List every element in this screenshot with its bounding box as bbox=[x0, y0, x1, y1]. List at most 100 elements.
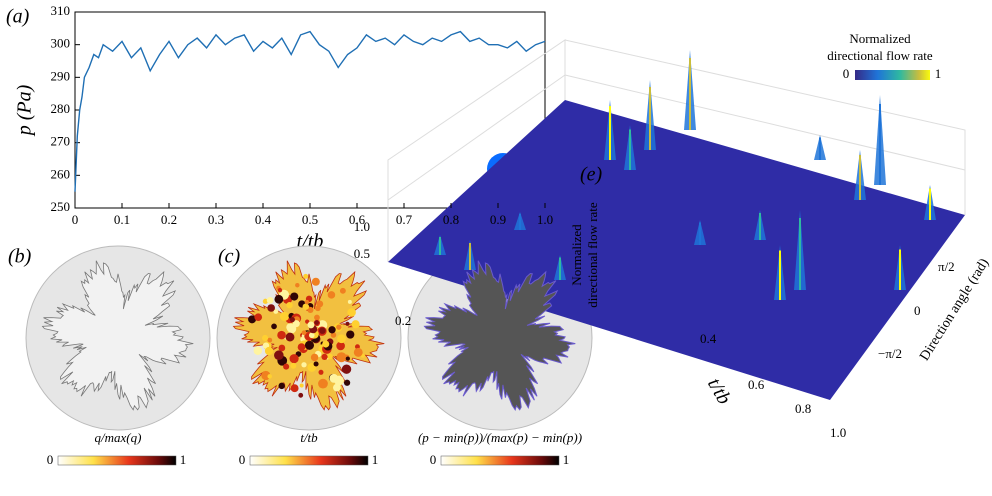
y-axis-label: p (Pa) bbox=[14, 84, 36, 137]
t-tick-label: 0.4 bbox=[700, 331, 717, 346]
cluster-speck bbox=[254, 313, 263, 321]
cluster-speck bbox=[336, 341, 345, 351]
y-tick-label: 250 bbox=[51, 199, 71, 214]
x-tick-label: 0.4 bbox=[255, 212, 272, 227]
cluster-speck bbox=[285, 332, 295, 342]
y-tick-label: 290 bbox=[51, 68, 71, 83]
cluster-speck bbox=[304, 340, 315, 350]
x-tick-label: 0.9 bbox=[490, 212, 506, 227]
colorbar-max: 1 bbox=[372, 452, 379, 467]
panel-label: (a) bbox=[6, 6, 30, 28]
cluster-speck bbox=[347, 299, 352, 304]
colorbar bbox=[249, 455, 369, 466]
cluster-speck bbox=[262, 298, 269, 304]
z-tick-label: 0.5 bbox=[354, 246, 370, 261]
cluster-speck bbox=[277, 287, 283, 293]
cluster-speck bbox=[289, 317, 295, 323]
cluster-speck bbox=[264, 346, 274, 356]
cluster-speck bbox=[316, 300, 324, 308]
x-tick-label: 0.8 bbox=[443, 212, 459, 227]
cluster-speck bbox=[279, 311, 290, 322]
colorbar-max: 1 bbox=[563, 452, 570, 467]
panel-label: (b) bbox=[8, 246, 32, 268]
x-tick-label: 0.5 bbox=[302, 212, 318, 227]
cluster-speck bbox=[336, 352, 347, 363]
cluster-speck bbox=[290, 292, 299, 301]
z-axis-label: Normalized bbox=[569, 224, 584, 286]
z-axis-label: directional flow rate bbox=[585, 202, 600, 308]
surface-box bbox=[387, 39, 966, 262]
x-tick-label: 0.1 bbox=[114, 212, 130, 227]
t-tick-label: 0.8 bbox=[795, 401, 811, 416]
t-axis-label: t/tb bbox=[703, 374, 735, 408]
x-tick-label: 0.2 bbox=[161, 212, 177, 227]
cluster-speck bbox=[262, 334, 269, 342]
cluster-speck bbox=[329, 373, 339, 383]
cluster-speck bbox=[336, 324, 342, 330]
cluster-speck bbox=[267, 337, 273, 343]
cluster-speck bbox=[322, 340, 330, 348]
surface bbox=[388, 100, 965, 400]
y-tick-label: 280 bbox=[51, 101, 71, 116]
plot-frame bbox=[74, 11, 546, 209]
colorbar-title: Normalized bbox=[849, 31, 911, 46]
cluster-speck bbox=[283, 363, 290, 370]
cluster-speck bbox=[248, 315, 257, 324]
cluster-speck bbox=[346, 330, 355, 339]
z-tick-label: 1.0 bbox=[354, 219, 370, 234]
colorbar-max: 1 bbox=[180, 452, 187, 467]
cluster-speck bbox=[311, 277, 320, 286]
cluster-speck bbox=[303, 273, 309, 279]
cluster-speck bbox=[310, 353, 319, 362]
cluster-speck bbox=[267, 374, 272, 379]
cluster-speck bbox=[307, 321, 315, 329]
cluster-speck bbox=[295, 282, 300, 288]
x-tick-label: 0.3 bbox=[208, 212, 224, 227]
cluster-speck bbox=[314, 320, 319, 325]
cluster-speck bbox=[337, 334, 346, 344]
cluster-speck bbox=[271, 323, 277, 330]
cluster-speck bbox=[274, 294, 284, 304]
cluster-speck bbox=[290, 384, 299, 393]
cluster-speck bbox=[278, 344, 286, 352]
colorbar-min: 0 bbox=[47, 452, 54, 467]
cluster-speck bbox=[341, 364, 352, 374]
cluster-speck bbox=[289, 354, 299, 364]
y-tick-label: 270 bbox=[51, 134, 71, 149]
t-tick-label: 0.6 bbox=[748, 377, 765, 392]
cluster-speck bbox=[301, 330, 307, 336]
colorbar-min: 0 bbox=[430, 452, 437, 467]
cluster-speck bbox=[327, 353, 333, 360]
cluster-speck bbox=[301, 362, 307, 368]
t-tick-label: 0.2 bbox=[395, 313, 411, 328]
t-tick-label: 1.0 bbox=[830, 425, 846, 440]
colorbar-min: 0 bbox=[239, 452, 246, 467]
x-tick-label: 0 bbox=[72, 212, 79, 227]
caption: t/tb bbox=[300, 430, 318, 445]
cluster-speck bbox=[299, 383, 304, 388]
cluster-speck bbox=[321, 353, 328, 361]
cluster-speck bbox=[267, 304, 275, 312]
cluster-speck bbox=[339, 287, 346, 294]
angle-tick-label: π/2 bbox=[938, 259, 955, 274]
colorbar-title: directional flow rate bbox=[827, 48, 933, 63]
cluster-speck bbox=[351, 320, 360, 329]
data-line bbox=[74, 30, 546, 192]
cluster-speck bbox=[313, 361, 319, 367]
cluster-speck bbox=[253, 346, 263, 355]
angle-tick-label: 0 bbox=[914, 303, 921, 318]
cluster-speck bbox=[330, 332, 337, 338]
cluster-speck bbox=[290, 362, 297, 369]
cluster-speck bbox=[307, 306, 314, 313]
x-tick-label: 0.6 bbox=[349, 212, 366, 227]
cluster-speck bbox=[278, 382, 285, 390]
cluster-speck bbox=[314, 314, 320, 321]
angle-tick-label: −π/2 bbox=[878, 346, 902, 361]
cluster-speck bbox=[292, 320, 300, 328]
cluster-speck bbox=[353, 347, 363, 357]
cluster-speck bbox=[274, 350, 284, 361]
cluster-speck bbox=[328, 326, 336, 334]
cluster-speck bbox=[345, 356, 350, 361]
x-tick-label: 1.0 bbox=[537, 212, 553, 227]
